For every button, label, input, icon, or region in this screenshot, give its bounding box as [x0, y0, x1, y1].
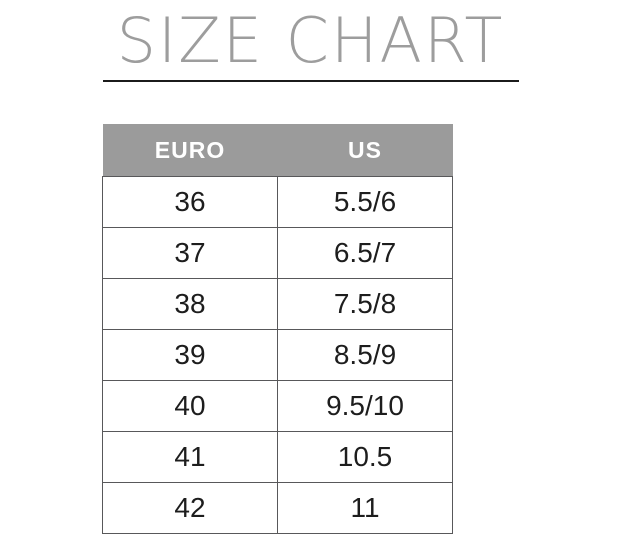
title-underline — [103, 80, 519, 82]
cell-euro: 36 — [102, 176, 278, 228]
cell-us: 11 — [277, 482, 453, 534]
cell-us: 5.5/6 — [277, 176, 453, 228]
column-header-us: US — [277, 124, 453, 177]
cell-euro: 42 — [102, 482, 278, 534]
table-header-row: EURO US — [102, 124, 453, 177]
cell-us: 6.5/7 — [277, 227, 453, 279]
size-chart-table: EURO US 36 5.5/6 37 6.5/7 38 7.5/8 39 8.… — [102, 124, 453, 534]
cell-euro: 37 — [102, 227, 278, 279]
cell-euro: 41 — [102, 431, 278, 483]
table-row: 38 7.5/8 — [102, 278, 453, 330]
cell-euro: 40 — [102, 380, 278, 432]
cell-us: 9.5/10 — [277, 380, 453, 432]
table-row: 39 8.5/9 — [102, 329, 453, 381]
cell-us: 10.5 — [277, 431, 453, 483]
table-row: 40 9.5/10 — [102, 380, 453, 432]
cell-euro: 39 — [102, 329, 278, 381]
table-row: 36 5.5/6 — [102, 176, 453, 228]
cell-us: 8.5/9 — [277, 329, 453, 381]
table-row: 42 11 — [102, 482, 453, 534]
table-row: 37 6.5/7 — [102, 227, 453, 279]
cell-euro: 38 — [102, 278, 278, 330]
cell-us: 7.5/8 — [277, 278, 453, 330]
table-row: 41 10.5 — [102, 431, 453, 483]
page-title: SIZE CHART — [116, 4, 505, 77]
column-header-euro: EURO — [102, 124, 278, 177]
